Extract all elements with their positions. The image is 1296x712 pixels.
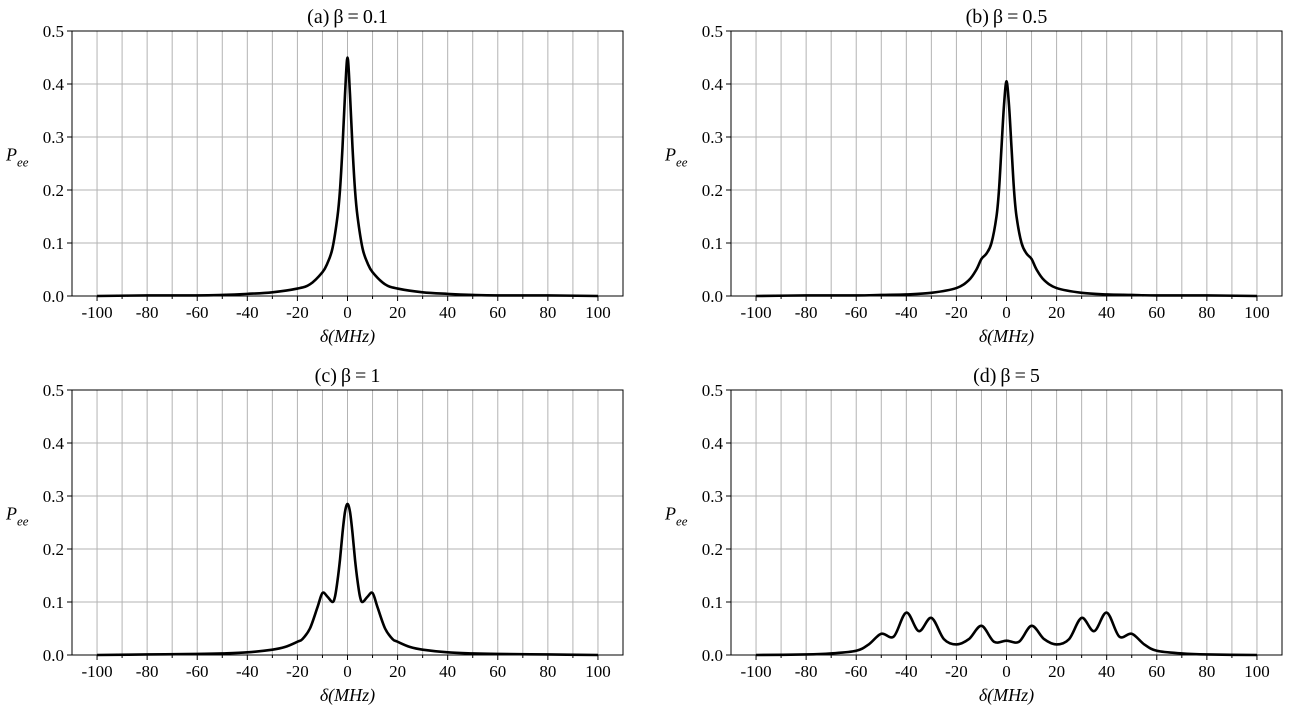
x-tick-label: 100 <box>585 662 611 681</box>
y-axis-title: Pee <box>664 145 688 170</box>
y-tick-label: 0.3 <box>702 487 723 506</box>
x-tick-label: 100 <box>585 303 611 322</box>
panel-d: -100 -80 -60 -40 -20 0 20 40 60 80 100 0.0 0.1 0.2 0.3… <box>664 365 1283 706</box>
x-tick-label: -40 <box>236 662 259 681</box>
x-tick-label: -20 <box>286 303 309 322</box>
x-tick-label: -80 <box>136 662 159 681</box>
x-tick-label: 40 <box>1098 662 1115 681</box>
x-tick-label: 0 <box>343 303 352 322</box>
x-axis-title: δ(MHz) <box>979 326 1034 347</box>
x-tick-label: -20 <box>286 662 309 681</box>
x-tick-label: 40 <box>439 662 456 681</box>
x-tick-label: -80 <box>136 303 159 322</box>
x-tick-label: 20 <box>389 303 406 322</box>
x-tick-label: -60 <box>845 662 868 681</box>
x-tick-label: 60 <box>1148 662 1165 681</box>
y-tick-label: 0.5 <box>43 381 64 400</box>
x-tick-label: 80 <box>539 303 556 322</box>
y-tick-label: 0.1 <box>43 234 64 253</box>
x-tick-label: -80 <box>795 303 818 322</box>
x-tick-label: 80 <box>539 662 556 681</box>
x-tick-label: -60 <box>186 303 209 322</box>
panel-b: -100 -80 -60 -40 -20 0 20 40 60 80 100 0.0 0.1 0.2 0.3… <box>664 6 1283 347</box>
panel-a: -100 -80 -60 -40 -20 0 20 40 60 80 100 0.0 0.1 0.2 0.3… <box>5 6 624 347</box>
x-tick-label: 100 <box>1244 303 1270 322</box>
x-tick-label: 0 <box>1002 662 1011 681</box>
y-tick-label: 0.2 <box>702 540 723 559</box>
x-axis-title: δ(MHz) <box>979 685 1034 706</box>
y-axis-title: Pee <box>664 504 688 529</box>
x-tick-label: -80 <box>795 662 818 681</box>
x-tick-label: -100 <box>81 662 112 681</box>
y-tick-label: 0.4 <box>702 434 724 453</box>
x-tick-label: -100 <box>740 303 771 322</box>
x-tick-label: -100 <box>740 662 771 681</box>
y-axis-title: Pee <box>5 504 29 529</box>
x-tick-label: -40 <box>895 662 918 681</box>
y-tick-label: 0.3 <box>43 487 64 506</box>
y-tick-label: 0.2 <box>43 181 64 200</box>
x-tick-label: 20 <box>389 662 406 681</box>
x-tick-label: -40 <box>236 303 259 322</box>
x-tick-label: 0 <box>343 662 352 681</box>
x-tick-label: 80 <box>1198 303 1215 322</box>
x-tick-label: 60 <box>489 662 506 681</box>
series-line <box>756 80 1257 298</box>
panel-title: (d) β = 5 <box>973 365 1040 387</box>
y-tick-label: 0.1 <box>702 593 723 612</box>
panel-title: (b) β = 0.5 <box>966 6 1048 28</box>
y-tick-label: 0.0 <box>702 646 723 665</box>
x-axis-title: δ(MHz) <box>320 685 375 706</box>
x-tick-label: 100 <box>1244 662 1270 681</box>
x-tick-label: 60 <box>489 303 506 322</box>
x-tick-label: -60 <box>845 303 868 322</box>
x-tick-label: 0 <box>1002 303 1011 322</box>
y-tick-label: 0.0 <box>43 287 64 306</box>
y-tick-label: 0.4 <box>43 75 65 94</box>
y-tick-label: 0.2 <box>702 181 723 200</box>
x-tick-label: -60 <box>186 662 209 681</box>
y-tick-label: 0.5 <box>43 22 64 41</box>
x-tick-label: 20 <box>1048 662 1065 681</box>
y-tick-label: 0.3 <box>43 128 64 147</box>
x-tick-label: -20 <box>945 303 968 322</box>
y-tick-label: 0.0 <box>43 646 64 665</box>
panel-title: (a) β = 0.1 <box>307 6 388 28</box>
x-axis-title: δ(MHz) <box>320 326 375 347</box>
series-line <box>97 502 598 657</box>
y-axis-title: Pee <box>5 145 29 170</box>
x-tick-label: 40 <box>439 303 456 322</box>
y-tick-label: 0.1 <box>702 234 723 253</box>
x-tick-label: -20 <box>945 662 968 681</box>
x-tick-label: 60 <box>1148 303 1165 322</box>
x-tick-label: 20 <box>1048 303 1065 322</box>
panel-c: -100 -80 -60 -40 -20 0 20 40 60 80 100 0.0 0.1 0.2 0.3… <box>5 365 624 706</box>
y-tick-label: 0.5 <box>702 381 723 400</box>
y-tick-label: 0.4 <box>702 75 724 94</box>
y-tick-label: 0.0 <box>702 287 723 306</box>
x-tick-label: 80 <box>1198 662 1215 681</box>
y-tick-label: 0.3 <box>702 128 723 147</box>
series-line <box>756 611 1257 657</box>
y-tick-label: 0.5 <box>702 22 723 41</box>
y-tick-label: 0.1 <box>43 593 64 612</box>
y-tick-label: 0.4 <box>43 434 65 453</box>
x-tick-label: -40 <box>895 303 918 322</box>
series-line <box>97 56 598 298</box>
x-tick-label: 40 <box>1098 303 1115 322</box>
x-tick-label: -100 <box>81 303 112 322</box>
panel-title: (c) β = 1 <box>315 365 381 387</box>
y-tick-label: 0.2 <box>43 540 64 559</box>
